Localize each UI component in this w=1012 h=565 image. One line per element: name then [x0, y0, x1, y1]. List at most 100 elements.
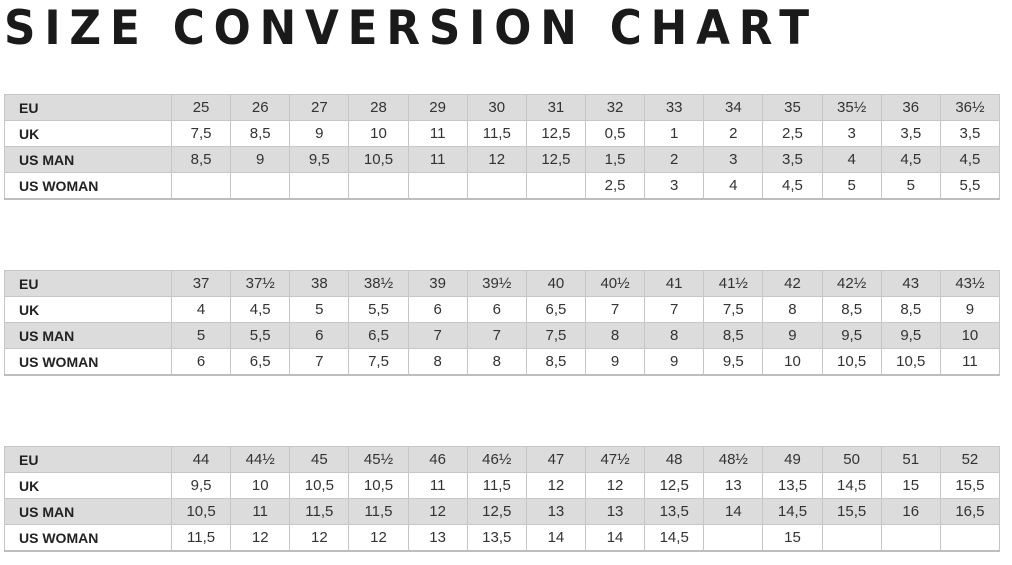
row-us-man: US MAN 8,5 9 9,5 10,5 11 12 12,5 1,5 2 3 3,5 4 4,5 4,5 — [4, 146, 1001, 173]
size-cell: 36½ — [939, 94, 1001, 121]
size-cell — [170, 172, 232, 200]
size-cell: 40½ — [584, 270, 646, 297]
size-cell: 12,5 — [525, 120, 586, 147]
size-cell: 47½ — [584, 446, 646, 473]
size-cell: 4 — [703, 172, 764, 200]
size-cell: 10,5 — [170, 498, 232, 525]
size-cell — [348, 172, 409, 200]
size-cell: 43 — [880, 270, 941, 297]
size-cell: 38½ — [348, 270, 409, 297]
size-cell: 47 — [525, 446, 586, 473]
size-cell: 14,5 — [644, 524, 705, 552]
size-cell: 7,5 — [703, 296, 764, 323]
size-cell: 10 — [230, 472, 291, 499]
size-cell: 3,5 — [880, 120, 941, 147]
size-cell: 6 — [170, 348, 232, 376]
size-cell: 9,5 — [170, 472, 232, 499]
size-cell: 6 — [466, 296, 527, 323]
size-cell: 5 — [170, 322, 232, 349]
size-cell: 12 — [525, 472, 586, 499]
row-uk: UK 7,5 8,5 9 10 11 11,5 12,5 0,5 1 2 2,5 3 3,5 3,5 — [4, 120, 1001, 147]
size-cell: 10,5 — [348, 472, 409, 499]
size-cell: 5,5 — [939, 172, 1001, 200]
size-cell: 11,5 — [466, 120, 527, 147]
size-cell: 35 — [762, 94, 823, 121]
size-cell: 8,5 — [525, 348, 586, 376]
size-cell: 3 — [644, 172, 705, 200]
size-cell: 11 — [407, 146, 468, 173]
size-cell: 14 — [525, 524, 586, 552]
size-cell: 6,5 — [525, 296, 586, 323]
size-cell: 12 — [584, 472, 646, 499]
size-cell: 12 — [466, 146, 527, 173]
row-us-woman: US WOMAN 6 6,5 7 7,5 8 8 8,5 9 9 9,5 10 10,5 10,5 11 — [4, 348, 1001, 376]
size-cell: 13 — [525, 498, 586, 525]
size-cell: 11 — [407, 472, 468, 499]
size-cell: 32 — [584, 94, 646, 121]
size-cell: 9,5 — [880, 322, 941, 349]
size-cell: 10,5 — [289, 472, 350, 499]
size-cell: 9 — [584, 348, 646, 376]
size-cell: 13 — [584, 498, 646, 525]
row-label: US WOMAN — [4, 524, 172, 552]
size-cell: 14,5 — [762, 498, 823, 525]
size-cell: 29 — [407, 94, 468, 121]
size-cell: 39½ — [466, 270, 527, 297]
size-cell: 7 — [407, 322, 468, 349]
size-cell: 6,5 — [348, 322, 409, 349]
size-cell: 12 — [348, 524, 409, 552]
size-cell: 9,5 — [821, 322, 882, 349]
size-cell: 41½ — [703, 270, 764, 297]
size-cell: 11,5 — [348, 498, 409, 525]
size-cell: 12,5 — [644, 472, 705, 499]
size-cell: 5,5 — [230, 322, 291, 349]
row-label: UK — [4, 120, 172, 147]
size-cell: 36 — [880, 94, 941, 121]
row-label: US MAN — [4, 146, 172, 173]
size-cell: 35½ — [821, 94, 882, 121]
size-cell: 7 — [584, 296, 646, 323]
row-label: US WOMAN — [4, 172, 172, 200]
size-cell: 4,5 — [762, 172, 823, 200]
size-cell: 45½ — [348, 446, 409, 473]
size-cell: 25 — [170, 94, 232, 121]
size-cell: 51 — [880, 446, 941, 473]
size-cell: 8 — [762, 296, 823, 323]
size-cell: 8,5 — [170, 146, 232, 173]
size-cell: 42 — [762, 270, 823, 297]
size-cell: 2,5 — [762, 120, 823, 147]
size-cell: 10,5 — [821, 348, 882, 376]
size-cell: 2 — [703, 120, 764, 147]
size-cell: 7 — [644, 296, 705, 323]
row-us-man: US MAN 5 5,5 6 6,5 7 7 7,5 8 8 8,5 9 9,5 9,5 10 — [4, 322, 1001, 349]
row-label: UK — [4, 296, 172, 323]
row-us-woman: US WOMAN 11,5 12 12 12 13 13,5 14 14 14,5 15 — [4, 524, 1001, 552]
size-cell: 9 — [644, 348, 705, 376]
size-cell: 11 — [230, 498, 291, 525]
row-eu: EU 25 26 27 28 29 30 31 32 33 34 35 35½ 36 36½ — [4, 94, 1001, 121]
row-uk: UK 4 4,5 5 5,5 6 6 6,5 7 7 7,5 8 8,5 8,5 9 — [4, 296, 1001, 323]
size-cell: 42½ — [821, 270, 882, 297]
size-cell: 9 — [762, 322, 823, 349]
size-cell: 1 — [644, 120, 705, 147]
size-cell: 16,5 — [939, 498, 1001, 525]
size-cell: 15 — [880, 472, 941, 499]
size-cell: 12,5 — [525, 146, 586, 173]
size-cell: 8 — [644, 322, 705, 349]
size-cell: 1,5 — [584, 146, 646, 173]
size-cell: 31 — [525, 94, 586, 121]
size-cell: 15,5 — [939, 472, 1001, 499]
size-cell: 45 — [289, 446, 350, 473]
size-cell: 7 — [289, 348, 350, 376]
size-cell: 5 — [880, 172, 941, 200]
size-cell: 6 — [289, 322, 350, 349]
size-cell — [939, 524, 1001, 552]
size-cell: 8 — [407, 348, 468, 376]
row-us-man: US MAN 10,5 11 11,5 11,5 12 12,5 13 13 13,5 14 14,5… — [4, 498, 1001, 525]
size-cell: 9 — [289, 120, 350, 147]
size-table-2: EU 37 37½ 38 38½ 39 39½ 40 40½ 41 41½ 42 42½ 43 43½ UK 4… — [4, 270, 1001, 376]
size-cell: 8,5 — [703, 322, 764, 349]
size-cell: 15 — [762, 524, 823, 552]
size-cell: 10,5 — [348, 146, 409, 173]
size-cell: 13 — [407, 524, 468, 552]
